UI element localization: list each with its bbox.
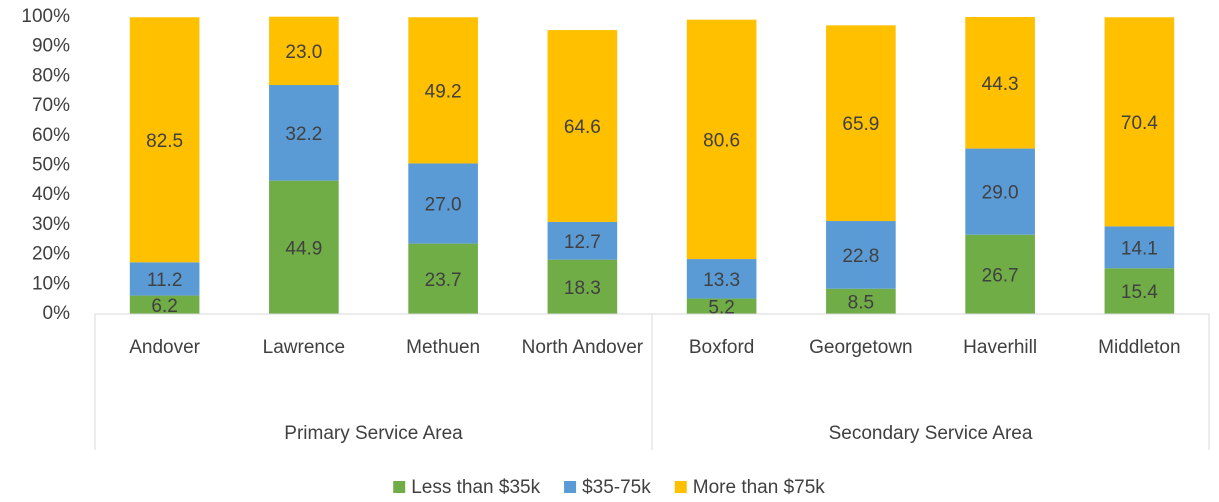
x-tick-label: Lawrence bbox=[263, 337, 345, 358]
data-label: 23.7 bbox=[425, 270, 462, 291]
data-label: 70.4 bbox=[1121, 113, 1158, 134]
data-label: 22.8 bbox=[842, 246, 879, 267]
legend-label: Less than $35k bbox=[411, 477, 540, 498]
data-label: 26.7 bbox=[982, 265, 1019, 286]
bar-segment bbox=[408, 17, 478, 164]
bar-segment bbox=[269, 85, 339, 181]
x-tick-label: Middleton bbox=[1098, 337, 1180, 358]
bar-segment bbox=[129, 17, 200, 263]
data-label: 6.2 bbox=[151, 296, 177, 317]
data-label: 15.4 bbox=[1121, 282, 1158, 303]
data-label: 11.2 bbox=[147, 270, 183, 291]
x-tick-label: Boxford bbox=[689, 337, 754, 358]
bar-segment bbox=[965, 234, 1035, 314]
bar-segment bbox=[1104, 17, 1175, 227]
bar-segment bbox=[965, 17, 1035, 149]
data-label: 27.0 bbox=[425, 195, 462, 216]
data-label: 5.2 bbox=[708, 297, 734, 318]
legend-swatch bbox=[674, 481, 687, 493]
bar-segment bbox=[408, 163, 478, 244]
bar-segment bbox=[1104, 268, 1175, 314]
x-tick-label: Haverhill bbox=[963, 337, 1037, 358]
bar-segment bbox=[826, 221, 896, 289]
data-label: 82.5 bbox=[146, 131, 183, 152]
bar-segment bbox=[686, 19, 757, 260]
bar-segment bbox=[269, 180, 339, 314]
data-label: 44.9 bbox=[285, 238, 322, 259]
data-label: 65.9 bbox=[842, 114, 879, 135]
data-label: 29.0 bbox=[982, 183, 1019, 204]
bar-segment bbox=[547, 30, 618, 222]
y-tick-label: 60% bbox=[32, 125, 70, 146]
y-tick-label: 70% bbox=[32, 95, 70, 116]
group-label: Primary Service Area bbox=[284, 423, 463, 444]
group-label: Secondary Service Area bbox=[829, 423, 1033, 444]
legend-swatch bbox=[393, 481, 406, 493]
x-tick-label: Georgetown bbox=[809, 337, 913, 358]
y-tick-label: 100% bbox=[21, 6, 70, 27]
bar-segment bbox=[965, 148, 1035, 235]
data-label: 13.3 bbox=[703, 270, 740, 291]
y-tick-label: 80% bbox=[32, 65, 70, 86]
legend-label: More than $75k bbox=[693, 477, 826, 498]
x-tick-label: North Andover bbox=[522, 337, 644, 358]
x-tick-label: Methuen bbox=[406, 337, 480, 358]
y-tick-label: 50% bbox=[32, 155, 70, 176]
bar-segment bbox=[547, 259, 618, 314]
bar-segment bbox=[547, 221, 618, 260]
data-label: 32.2 bbox=[285, 124, 322, 145]
bar-segment bbox=[826, 25, 896, 222]
data-label: 14.1 bbox=[1121, 238, 1158, 259]
bar-segment bbox=[686, 298, 757, 314]
bar-segment bbox=[129, 295, 200, 314]
bar-segment bbox=[1104, 226, 1175, 269]
y-tick-label: 10% bbox=[32, 273, 70, 294]
bar-segment bbox=[826, 288, 896, 314]
data-label: 12.7 bbox=[564, 232, 601, 253]
data-label: 18.3 bbox=[564, 278, 601, 299]
data-label: 49.2 bbox=[425, 81, 462, 102]
data-label: 64.6 bbox=[564, 117, 601, 138]
legend-label: $35-75k bbox=[582, 477, 651, 498]
data-label: 23.0 bbox=[285, 42, 322, 63]
bar-segment bbox=[269, 16, 339, 86]
data-label: 44.3 bbox=[982, 74, 1019, 95]
data-label: 80.6 bbox=[703, 130, 740, 151]
y-tick-label: 40% bbox=[32, 184, 70, 205]
y-tick-label: 20% bbox=[32, 244, 70, 265]
x-tick-label: Andover bbox=[129, 337, 200, 358]
y-tick-label: 90% bbox=[32, 36, 70, 57]
bar-segment bbox=[686, 259, 757, 299]
y-tick-label: 0% bbox=[43, 303, 71, 324]
data-label: 8.5 bbox=[848, 292, 874, 313]
y-tick-label: 30% bbox=[32, 214, 70, 235]
legend-swatch bbox=[564, 481, 577, 493]
bar-segment bbox=[408, 243, 478, 314]
bar-segment bbox=[129, 262, 200, 296]
